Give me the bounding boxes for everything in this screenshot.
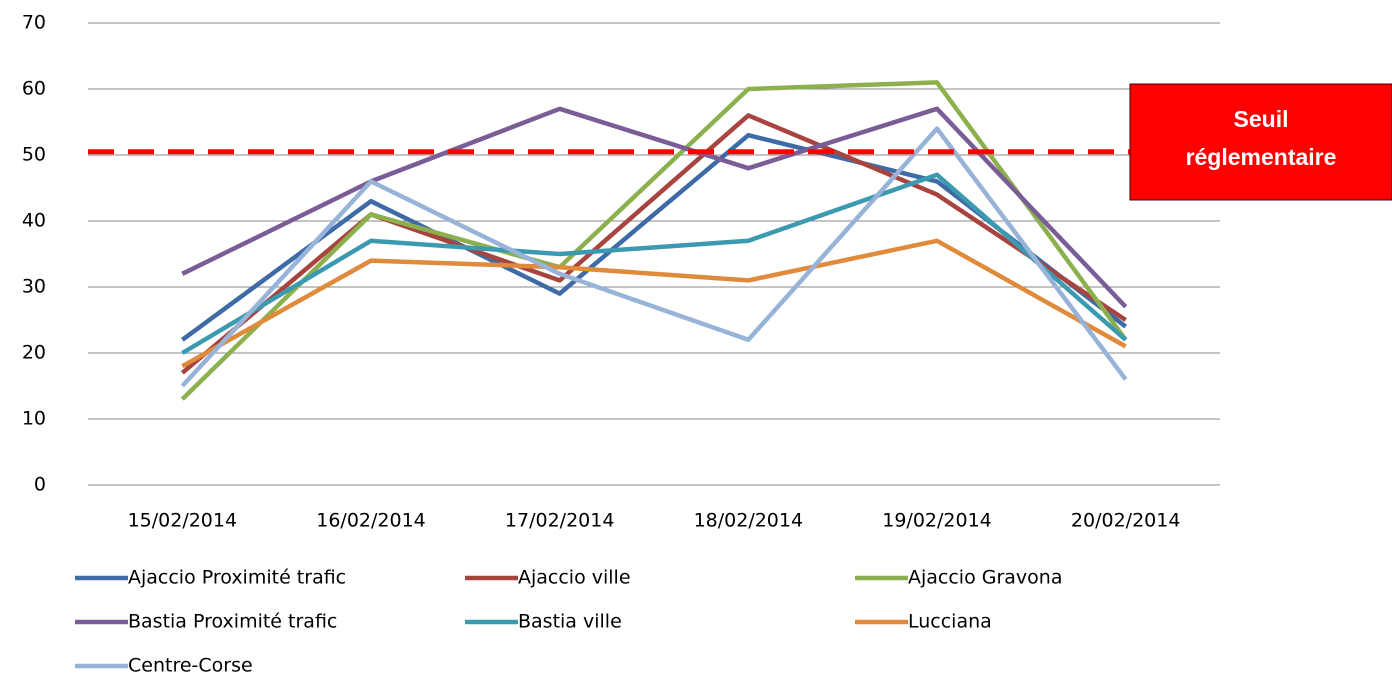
y-tick-label: 70 [22, 12, 46, 34]
series-line [180, 113, 1127, 375]
lines: Ajaccio Proximité trafic Ajaccio ville Aja… [75, 80, 1130, 676]
series-line [181, 132, 1128, 342]
legend-label: Ajaccio Gravona [908, 567, 1063, 589]
y-tick-label: 10 [22, 408, 46, 430]
x-tick-label: 20/02/2014 [1071, 510, 1181, 532]
series-line [180, 126, 1128, 388]
x-tick-label: 15/02/2014 [128, 510, 238, 532]
threshold-box: Seuil réglementaire [1129, 83, 1392, 201]
legend-label: Ajaccio ville [518, 567, 631, 589]
legend-label: Lucciana [908, 611, 992, 633]
legend-label: Centre-Corse [128, 655, 253, 676]
threshold-box [1129, 83, 1392, 201]
legend-label: Bastia ville [518, 611, 622, 633]
y-tick-label: 40 [22, 210, 46, 232]
y-tick-label: 30 [22, 276, 46, 298]
legend-label: Ajaccio Proximité trafic [128, 567, 346, 589]
threshold-label: réglementaire [1186, 144, 1337, 170]
y-tick-label: 60 [22, 78, 46, 100]
y-tick-label: 0 [34, 474, 46, 496]
x-tick-label: 16/02/2014 [316, 510, 426, 532]
legend-label: Bastia Proximité trafic [128, 611, 337, 633]
x-tick-label: 19/02/2014 [882, 510, 992, 532]
series-line [180, 80, 1128, 401]
x-tick-label: 18/02/2014 [694, 510, 804, 532]
y-tick-label: 20 [22, 342, 46, 364]
series-line [181, 238, 1127, 369]
threshold-label: Seuil [1234, 106, 1289, 132]
x-tick-label: 17/02/2014 [505, 510, 615, 532]
series-line [181, 106, 1128, 309]
series-line [181, 172, 1128, 355]
grid: 0 10 20 30 40 50 60 70 15/02/2014 16/02/2014 17/02… [22, 12, 1220, 532]
y-tick-label: 50 [22, 144, 46, 166]
